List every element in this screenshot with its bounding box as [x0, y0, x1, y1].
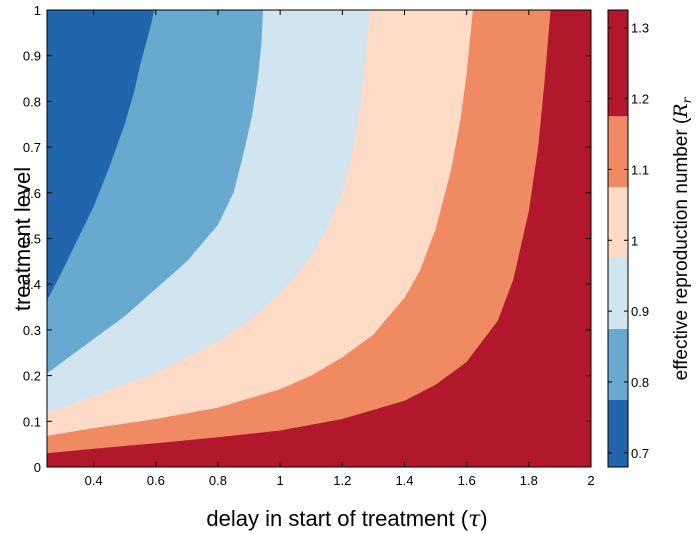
x-tick-label: 1.2	[333, 473, 351, 488]
colorbar-label: effective reproduction number (Rr	[670, 96, 694, 380]
colorbar-segment	[608, 257, 628, 329]
y-axis: 0 0.1 0.2 0.3 0.4 0.5 0.6 0.7 0.8 0.9 1	[23, 3, 591, 475]
y-tick-label: 1	[34, 3, 41, 18]
y-tick-label: 0.2	[23, 369, 41, 384]
colorbar-tick-label: 1	[631, 233, 638, 248]
colorbar-segment	[608, 399, 628, 467]
y-tick-label: 0.5	[23, 232, 41, 247]
y-axis-label: treatment level	[10, 167, 35, 311]
colorbar-segment	[608, 187, 628, 258]
colorbar-tick-label: 1.1	[631, 162, 649, 177]
colorbar-segment	[608, 328, 628, 400]
y-tick-label: 0.1	[23, 414, 41, 429]
colorbar-tick-label: 0.8	[631, 375, 649, 390]
y-tick-label: 0.4	[23, 277, 41, 292]
x-tick-label: 1.6	[458, 473, 476, 488]
x-tick-label: 1	[277, 473, 284, 488]
colorbar-tick-label: 1.3	[631, 21, 649, 36]
y-tick-label: 0	[34, 460, 41, 475]
y-tick-label: 0.8	[23, 94, 41, 109]
colorbar-frame	[607, 9, 629, 468]
x-axis: 0.4 0.6 0.8 1 1.2 1.4 1.6 1.8 2	[85, 10, 595, 488]
x-tick-label: 0.8	[209, 473, 227, 488]
colorbar: 0.7 0.8 0.9 1 1.1 1.2 1.3	[607, 9, 649, 468]
x-tick-label: 0.6	[147, 473, 165, 488]
colorbar-tick-label: 1.2	[631, 92, 649, 107]
plot-area	[46, 9, 592, 468]
x-tick-label: 2	[587, 473, 594, 488]
y-tick-label: 0.9	[23, 49, 41, 64]
x-tick-label: 0.4	[85, 473, 103, 488]
x-tick-label: 1.4	[395, 473, 413, 488]
x-tick-label: 1.8	[520, 473, 538, 488]
colorbar-segment	[608, 10, 628, 117]
y-tick-label: 0.3	[23, 323, 41, 338]
colorbar-tick-label: 0.9	[631, 304, 649, 319]
tau-symbol: τ	[468, 507, 481, 532]
x-axis-label: delay in start of treatment (τ)	[206, 506, 487, 532]
r-symbol: R	[670, 103, 692, 118]
colorbar-segment	[608, 116, 628, 188]
r-subscript: r	[680, 96, 694, 103]
y-tick-label: 0.7	[23, 140, 41, 155]
y-tick-label: 0.6	[23, 186, 41, 201]
contour-band	[47, 10, 155, 301]
colorbar-tick-label: 0.7	[631, 446, 649, 461]
